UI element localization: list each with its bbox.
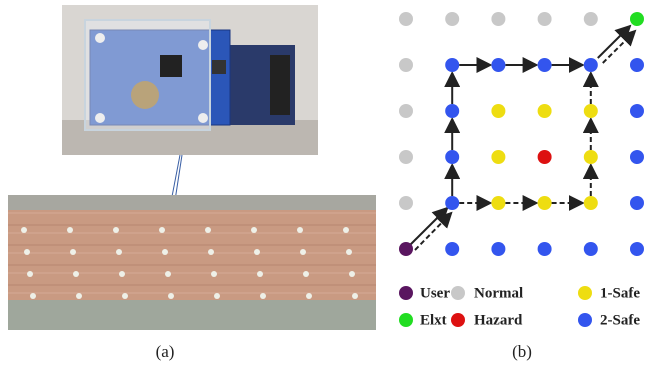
sensor-node [119,271,125,277]
photo-floor [8,195,376,330]
grid-node [491,242,505,256]
sensor-node [116,249,122,255]
sensor-node [24,249,30,255]
grid-node [491,150,505,164]
caption: (b) [512,342,532,361]
path-arrow [410,208,447,245]
grid-node [399,12,413,26]
legend-swatch [578,286,592,300]
grid-node [399,104,413,118]
legend-swatch [578,313,592,327]
photo-device [62,5,318,155]
grid-node [399,58,413,72]
grid-node [445,12,459,26]
sensor-node [73,271,79,277]
sensor-node [162,249,168,255]
sensor-node [303,271,309,277]
legend-label: Normal [474,285,523,301]
grid-node [445,242,459,256]
sensor-node [211,271,217,277]
grid-node [399,242,413,256]
sensor-node [349,271,355,277]
legend-label: Hazard [474,312,523,328]
sensor-node [214,293,220,299]
caption: (a) [156,342,175,361]
grid-node [630,196,644,210]
sensor-node [159,227,165,233]
grid-node [630,104,644,118]
grid-node [445,58,459,72]
grid-node [630,58,644,72]
grid-node [445,104,459,118]
legend-swatch [451,286,465,300]
sensor-node [113,227,119,233]
grid-node [538,58,552,72]
grid-node [399,196,413,210]
legend-label: 2-Safe [600,312,640,328]
sensor-node [165,271,171,277]
grid-node [584,12,598,26]
grid-diagram [399,12,644,256]
grid-node [584,104,598,118]
legend-swatch [399,286,413,300]
grid-node [491,196,505,210]
grid-node [584,58,598,72]
sensor-node [343,227,349,233]
sensor-node [76,293,82,299]
grid-node [491,104,505,118]
sensor-node [122,293,128,299]
sensor-node [254,249,260,255]
grid-node [445,196,459,210]
sensor-node [352,293,358,299]
sensor-node [205,227,211,233]
sensor-node [346,249,352,255]
legend-swatch [451,313,465,327]
legend-label: User [420,285,450,301]
grid-node [538,104,552,118]
sensor-node [168,293,174,299]
sensor-node [260,293,266,299]
sensor-node [21,227,27,233]
grid-node [584,196,598,210]
legend-label: 1-Safe [600,285,640,301]
figure: (a) User Normal 1-Safe Elxt Hazard 2-Safe (b) [0,0,651,367]
sensor-node [257,271,263,277]
sensor-node [306,293,312,299]
sensor-node [251,227,257,233]
sensor-node [67,227,73,233]
grid-node [491,58,505,72]
sensor-node [27,271,33,277]
grid-node [399,150,413,164]
legend: User Normal 1-Safe Elxt Hazard 2-Safe [399,285,640,328]
sensor-node [300,249,306,255]
sensor-node [297,227,303,233]
grid-node [584,242,598,256]
path-arrow [598,26,630,58]
grid-node [491,12,505,26]
legend-swatch [399,313,413,327]
grid-node [538,196,552,210]
grid-node [445,150,459,164]
path-arrow [415,213,451,250]
sensor-node [208,249,214,255]
grid-node [538,242,552,256]
grid-node [630,242,644,256]
sensor-node [70,249,76,255]
grid-node [630,12,644,26]
sensor-node [30,293,36,299]
legend-label: Elxt [420,312,447,328]
grid-node [538,12,552,26]
grid-node [630,150,644,164]
grid-node [538,150,552,164]
grid-node [584,150,598,164]
